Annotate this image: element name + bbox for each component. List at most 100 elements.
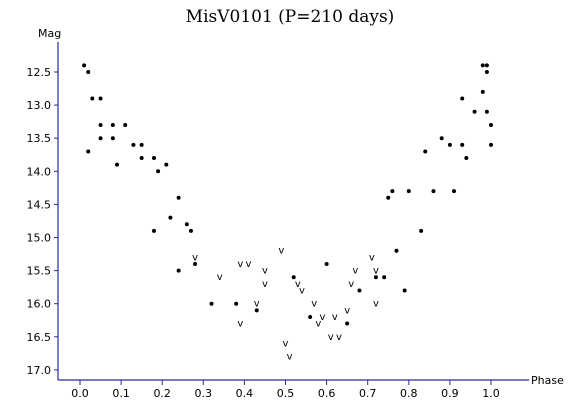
data-point: [139, 142, 144, 147]
data-point: [345, 321, 350, 326]
x-tick-label: 0.0: [71, 387, 89, 400]
data-point: [114, 162, 119, 167]
upper-limit-marker: v: [237, 259, 243, 270]
upper-limit-marker: v: [315, 319, 321, 330]
upper-limit-marker: v: [246, 259, 252, 270]
x-tick-label: 0.4: [236, 387, 254, 400]
data-point: [168, 215, 173, 220]
upper-limit-marker: v: [373, 299, 379, 310]
y-tick-label: 13.0: [27, 99, 52, 112]
x-axis-label: Phase: [531, 374, 564, 387]
data-point: [110, 122, 115, 127]
data-point: [394, 248, 399, 253]
data-point: [423, 149, 428, 154]
upper-limit-marker: v: [262, 266, 268, 277]
data-point: [439, 136, 444, 141]
data-point: [406, 189, 411, 194]
x-tick-label: 1.0: [482, 387, 500, 400]
data-point: [484, 63, 489, 68]
upper-limit-marker: v: [295, 279, 301, 290]
data-point: [373, 275, 378, 280]
data-point: [382, 275, 387, 280]
data-point: [484, 109, 489, 114]
data-point: [489, 122, 493, 127]
data-point: [151, 228, 156, 233]
upper-limit-marker: v: [192, 252, 198, 263]
upper-limit-marker: v: [217, 272, 223, 283]
data-point: [460, 142, 465, 147]
data-point: [188, 228, 193, 233]
data-point: [82, 63, 87, 68]
upper-limit-marker: v: [336, 332, 342, 343]
upper-limit-marker: v: [344, 305, 350, 316]
x-tick-label: 0.7: [359, 387, 377, 400]
upper-limit-marker: v: [332, 312, 338, 323]
y-tick-label: 14.0: [27, 165, 52, 178]
upper-limit-marker: v: [283, 338, 289, 349]
data-point: [139, 156, 144, 161]
data-point: [86, 149, 91, 154]
data-point: [98, 136, 103, 141]
data-point: [464, 156, 469, 161]
data-point: [484, 70, 489, 74]
data-point: [151, 156, 156, 161]
data-point: [308, 314, 313, 319]
data-point: [291, 275, 296, 280]
data-point: [431, 189, 436, 194]
x-tick-label: 0.5: [277, 387, 295, 400]
data-point: [98, 122, 103, 127]
data-point: [419, 228, 424, 233]
upper-limit-marker: v: [373, 266, 379, 277]
y-tick-label: 17.0: [27, 364, 52, 377]
x-tick-label: 0.3: [195, 387, 213, 400]
upper-limit-marker: v: [320, 312, 326, 323]
y-tick-label: 16.0: [27, 298, 52, 311]
upper-limit-marker: v: [328, 332, 334, 343]
y-tick-label: 13.5: [27, 132, 52, 145]
x-tick-label: 0.6: [318, 387, 336, 400]
data-point: [184, 222, 189, 227]
y-tick-label: 12.5: [27, 66, 52, 79]
axis-ticks: 0.0 0.1 0.2 0.3 0.4 0.5 0.6 0.7 0.8 0.9 1.0 12.5 13.…: [27, 66, 500, 400]
upper-limit-marker: v: [278, 246, 284, 257]
data-point: [193, 261, 198, 266]
data-point: [480, 89, 485, 94]
data-point: [447, 142, 452, 147]
y-tick-label: 14.5: [27, 198, 52, 211]
data-point: [234, 301, 239, 306]
data-point: [90, 96, 95, 101]
data-point: [164, 162, 169, 167]
data-point: [480, 63, 485, 68]
data-point: [123, 122, 128, 127]
y-tick-label: 15.5: [27, 265, 52, 278]
y-axis-label: Mag: [38, 27, 61, 40]
data-point: [357, 288, 362, 293]
y-tick-label: 16.5: [27, 331, 52, 344]
data-point: [209, 301, 214, 306]
data-point: [460, 96, 465, 101]
data-point: [86, 70, 91, 74]
data-point: [131, 142, 136, 147]
data-point: [176, 268, 181, 273]
upper-limit-marker: v: [369, 252, 375, 263]
x-tick-label: 0.8: [400, 387, 418, 400]
upper-limit-marker: v: [348, 279, 354, 290]
data-point: [489, 142, 493, 147]
x-tick-label: 0.1: [112, 387, 130, 400]
data-point: [254, 308, 259, 313]
data-point: [402, 288, 407, 293]
data-point: [110, 136, 115, 141]
data-point: [324, 261, 329, 266]
x-tick-label: 0.2: [153, 387, 171, 400]
y-tick-label: 15.0: [27, 232, 52, 245]
upper-limit-marker: v: [254, 299, 260, 310]
data-point: [452, 189, 457, 194]
data-point: [386, 195, 391, 200]
data-point: [472, 109, 477, 114]
data-point: [98, 96, 103, 101]
upper-limit-marker: v: [287, 352, 293, 363]
data-point: [390, 189, 395, 194]
data-point: [156, 169, 161, 174]
